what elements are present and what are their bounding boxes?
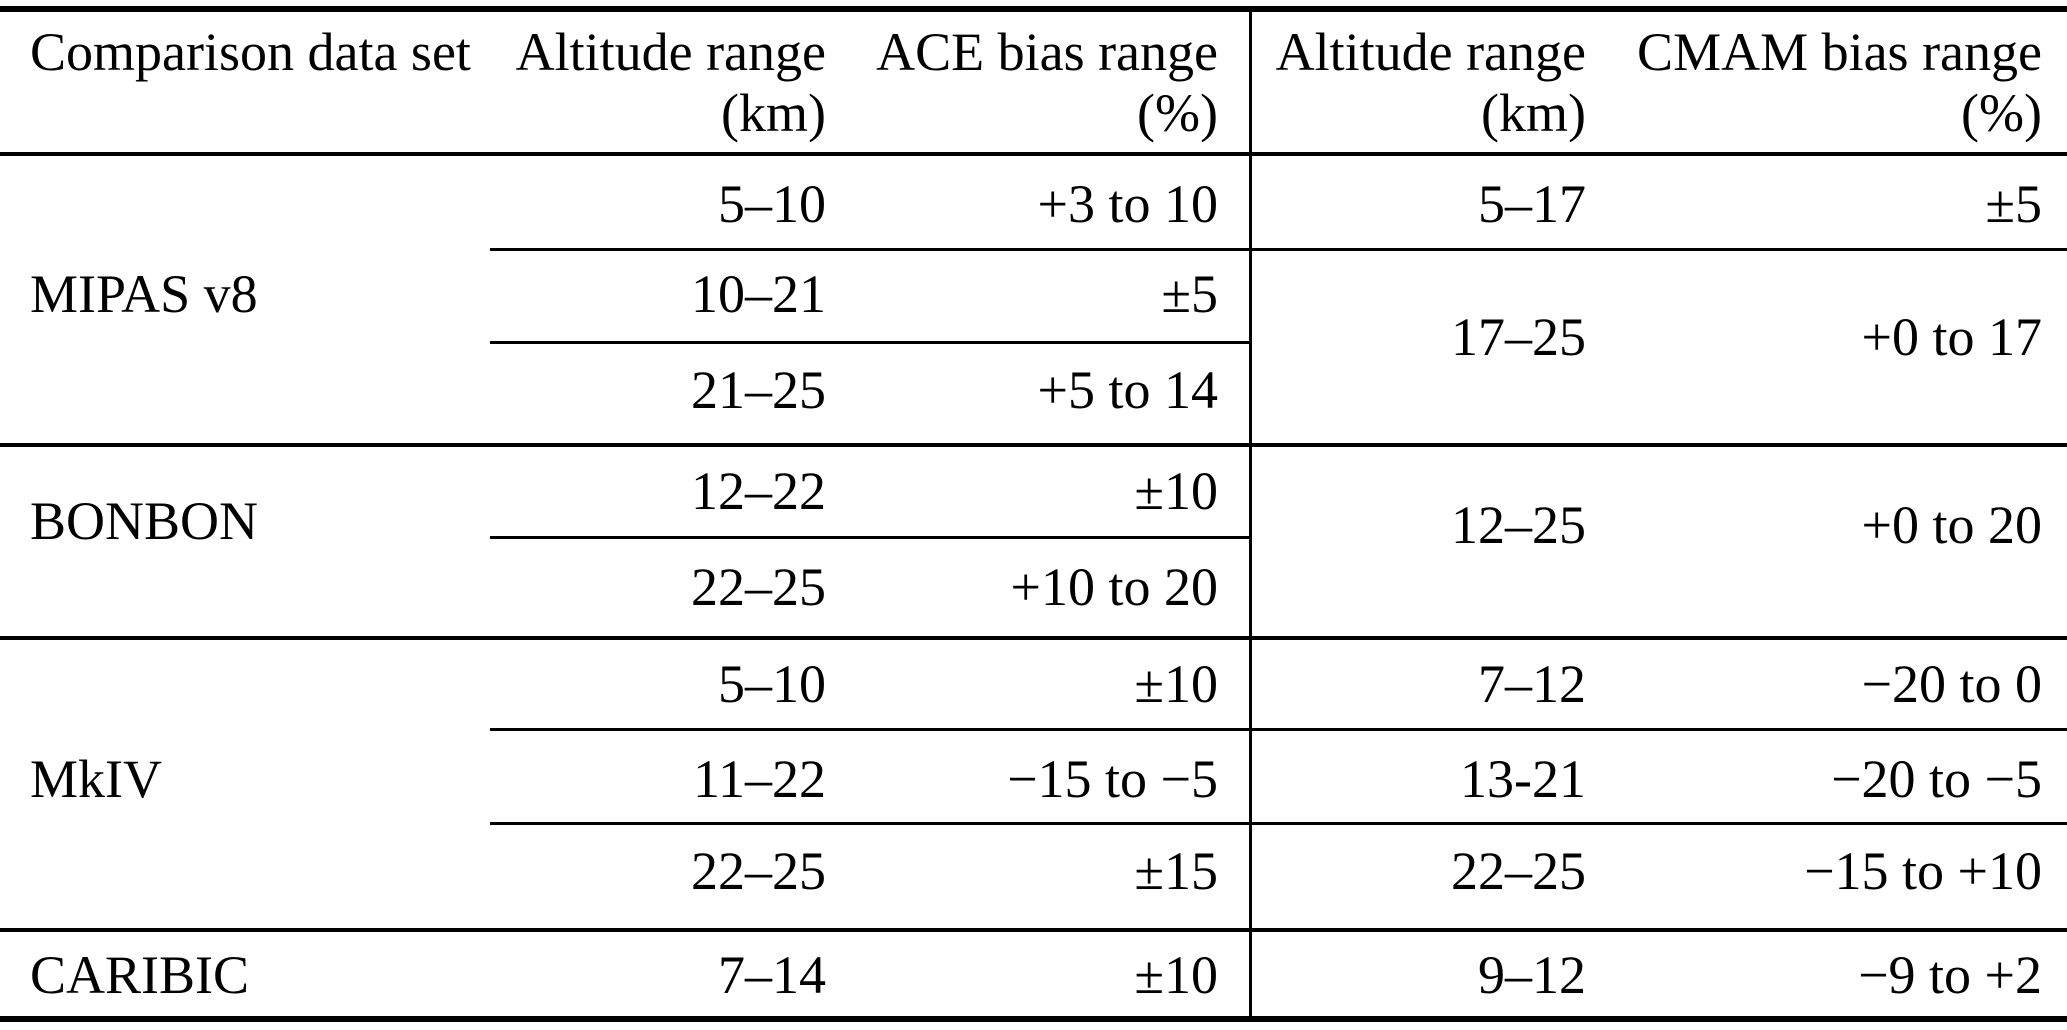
ace-bias-cell: ±10 bbox=[1134, 461, 1218, 521]
ace-alt-cell: 5–10 bbox=[718, 654, 826, 714]
cmam-alt-cell: 7–12 bbox=[1478, 654, 1586, 714]
row-separator-mipas-1 bbox=[490, 248, 2067, 251]
header-dataset: Comparison data set bbox=[30, 22, 471, 82]
cmam-bias-cell: −15 to +10 bbox=[1804, 841, 2042, 901]
dataset-label-mkiv: MkIV bbox=[30, 749, 162, 809]
cmam-alt-cell: 5–17 bbox=[1478, 174, 1586, 234]
header-cmam-bias-unit: (%) bbox=[1961, 83, 2042, 143]
cmam-alt-cell: 17–25 bbox=[1451, 307, 1586, 367]
dataset-label-bonbon: BONBON bbox=[30, 491, 259, 551]
row-separator-mkiv-2 bbox=[490, 822, 2067, 825]
ace-alt-cell: 21–25 bbox=[691, 360, 826, 420]
ace-alt-cell: 12–22 bbox=[691, 461, 826, 521]
header-ace-alt: Altitude range bbox=[515, 22, 826, 82]
header-cmam-alt-unit: (km) bbox=[1481, 83, 1586, 143]
block-rule-mipas-bonbon bbox=[0, 443, 2067, 447]
row-separator-bonbon bbox=[490, 536, 1250, 539]
ace-alt-cell: 5–10 bbox=[718, 174, 826, 234]
cmam-bias-cell: −9 to +2 bbox=[1858, 945, 2042, 1005]
ace-bias-cell: ±10 bbox=[1134, 945, 1218, 1005]
header-ace-alt-unit: (km) bbox=[721, 83, 826, 143]
cmam-bias-cell: +0 to 17 bbox=[1861, 307, 2042, 367]
dataset-label-caribic: CARIBIC bbox=[30, 945, 250, 1005]
ace-bias-cell: ±10 bbox=[1134, 654, 1218, 714]
header-rule bbox=[0, 152, 2067, 156]
ace-alt-cell: 11–22 bbox=[693, 749, 826, 809]
ace-alt-cell: 22–25 bbox=[691, 841, 826, 901]
header-cmam-bias: CMAM bias range bbox=[1637, 22, 2042, 82]
dataset-label-mipas: MIPAS v8 bbox=[30, 264, 258, 324]
block-rule-bonbon-mkiv bbox=[0, 636, 2067, 640]
ace-bias-cell: ±15 bbox=[1134, 841, 1218, 901]
ace-bias-cell: ±5 bbox=[1161, 264, 1218, 324]
cmam-alt-cell: 9–12 bbox=[1478, 945, 1586, 1005]
ace-bias-cell: −15 to −5 bbox=[1007, 749, 1218, 809]
header-cmam-alt: Altitude range bbox=[1275, 22, 1586, 82]
ace-bias-cell: +10 to 20 bbox=[1010, 557, 1218, 617]
cmam-bias-cell: ±5 bbox=[1985, 174, 2042, 234]
ace-bias-cell: +3 to 10 bbox=[1037, 174, 1218, 234]
ace-alt-cell: 10–21 bbox=[691, 264, 826, 324]
ace-alt-cell: 7–14 bbox=[718, 945, 826, 1005]
row-separator-mkiv-1 bbox=[490, 728, 2067, 731]
cmam-alt-cell: 12–25 bbox=[1451, 495, 1586, 555]
ace-bias-cell: +5 to 14 bbox=[1037, 360, 1218, 420]
cmam-bias-cell: +0 to 20 bbox=[1861, 495, 2042, 555]
cmam-alt-cell: 13-21 bbox=[1460, 749, 1586, 809]
row-separator-mipas-2 bbox=[490, 341, 1250, 344]
cmam-bias-cell: −20 to 0 bbox=[1861, 654, 2042, 714]
header-ace-bias-unit: (%) bbox=[1137, 83, 1218, 143]
top-rule bbox=[0, 6, 2067, 12]
cmam-bias-cell: −20 to −5 bbox=[1831, 749, 2042, 809]
ace-alt-cell: 22–25 bbox=[691, 557, 826, 617]
cmam-alt-cell: 22–25 bbox=[1451, 841, 1586, 901]
column-divider bbox=[1249, 12, 1252, 1016]
block-rule-mkiv-caribic bbox=[0, 928, 2067, 932]
header-ace-bias: ACE bias range bbox=[876, 22, 1218, 82]
bottom-rule bbox=[0, 1016, 2067, 1022]
